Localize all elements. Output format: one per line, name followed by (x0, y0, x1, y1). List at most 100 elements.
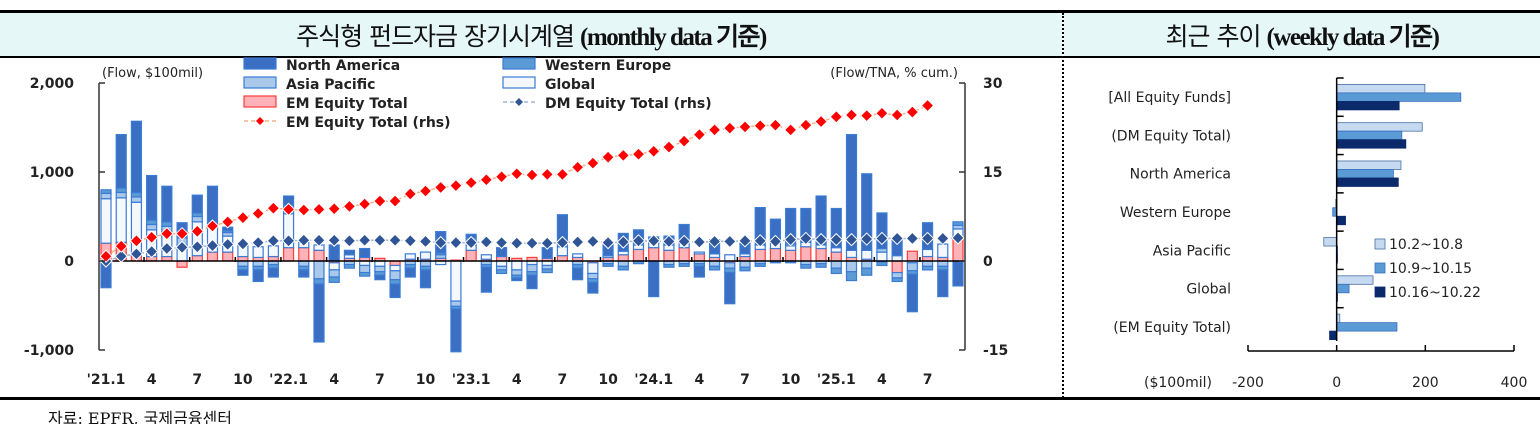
bar-western-europe (800, 263, 812, 269)
bar-western-europe (617, 265, 629, 271)
em-point (844, 108, 859, 122)
monthly-axes: 2,000 1,000 0 -1,000 30 15 0 -15 '21.1 4 7 10 '22.1 4… (24, 76, 1008, 388)
legend-label: Asia Pacific (286, 77, 375, 93)
monthly-lines (99, 98, 965, 268)
dm-point (327, 233, 341, 247)
x-tick-label: 7 (923, 372, 933, 388)
bar-global (572, 253, 584, 259)
em-point (175, 226, 189, 241)
bar-western-europe (602, 263, 614, 267)
left-tick-label: 2,000 (30, 76, 75, 92)
em-point (631, 147, 646, 161)
em-point (190, 224, 204, 239)
bar-global (404, 253, 416, 260)
legend-swatch (243, 95, 277, 108)
em-point (281, 202, 296, 217)
x-tick-label: 4 (329, 372, 339, 388)
weekly-bar (1336, 177, 1399, 187)
em-point (783, 123, 798, 137)
weekly-bar (1336, 83, 1426, 94)
legend-marker (515, 98, 523, 106)
weekly-bar (1336, 100, 1400, 111)
dm-point (494, 235, 509, 250)
right-axis-unit: (Flow/TNA, % cum.) (830, 66, 958, 81)
weekly-bar (1336, 215, 1346, 226)
dm-point (647, 234, 661, 248)
panel-divider (1062, 13, 1064, 398)
right-tick-label: 0 (983, 254, 993, 270)
em-point (266, 201, 281, 215)
x-tick-label: 200 (1412, 375, 1439, 391)
right-tick-label: 30 (983, 76, 1003, 92)
em-point (388, 194, 402, 208)
bar-western-europe (328, 276, 340, 283)
bar-north-america (374, 274, 386, 281)
em-point (449, 178, 463, 193)
x-tick-label: '24.1 (634, 372, 673, 388)
em-point (297, 203, 311, 217)
weekly-bar (1336, 122, 1423, 132)
bar-north-america (937, 269, 949, 298)
em-point (920, 98, 935, 113)
dm-point (190, 240, 204, 254)
left-tick-label: 1,000 (30, 165, 75, 181)
monthly-title-kr: 주식형 펀드자금 장기시계열 (296, 21, 575, 51)
source-note: 자료: EPFR, 국제금융센터 (48, 409, 233, 424)
legend-swatch (502, 76, 536, 89)
bar-north-america (526, 274, 538, 290)
bar-north-america (876, 212, 888, 250)
bar-global (693, 251, 705, 255)
top-rule (0, 10, 1540, 13)
dm-point (221, 237, 235, 252)
bar-north-america (511, 277, 523, 282)
legend-swatch (502, 57, 536, 70)
dm-point (814, 232, 828, 247)
category-label: (DM Equity Total) (1111, 128, 1231, 144)
bar-north-america (419, 269, 432, 289)
weekly-bar (1329, 330, 1338, 341)
weekly-bars (1323, 83, 1462, 341)
bar-north-america (906, 273, 918, 313)
weekly-bar (1323, 237, 1338, 247)
bar-western-europe (739, 266, 751, 272)
weekly-bar (1336, 139, 1407, 149)
em-point (373, 194, 387, 208)
x-tick-label: '21.1 (87, 372, 126, 388)
bar-north-america (450, 308, 462, 353)
dm-point (662, 234, 676, 249)
dm-point (875, 231, 889, 246)
legend-marker (256, 117, 264, 125)
dm-point (768, 234, 783, 249)
dm-point (570, 235, 585, 249)
em-point (494, 170, 509, 184)
legend-label: 10.2~10.8 (1389, 237, 1463, 253)
x-tick-label: 4 (147, 372, 157, 388)
x-tick-label: 10 (416, 372, 436, 388)
legend-label: 10.9~10.15 (1389, 261, 1472, 277)
em-point (403, 187, 417, 201)
weekly-bar (1336, 160, 1402, 170)
bar-north-america (693, 265, 705, 278)
x-tick-label: '25.1 (817, 372, 856, 388)
bar-north-america (267, 267, 279, 278)
bar-north-america (161, 185, 173, 223)
em-point (707, 123, 722, 137)
x-tick-label: -200 (1232, 375, 1264, 391)
legend-label: EM Equity Total (rhs) (286, 115, 451, 131)
dm-point (236, 237, 250, 251)
monthly-panel-header: 주식형 펀드자금 장기시계열 (monthly data 기준) (0, 13, 1062, 58)
legend-swatch (1374, 238, 1386, 250)
dm-point (783, 232, 798, 247)
bar-north-america (115, 134, 127, 189)
x-tick-label: 4 (512, 372, 522, 388)
legend-swatch (243, 76, 277, 89)
right-tick-label: 15 (983, 165, 1002, 181)
category-label: [All Equity Funds] (1108, 90, 1231, 106)
legend-label: 10.16~10.22 (1389, 285, 1481, 301)
dm-point (951, 231, 965, 245)
dm-point (281, 234, 296, 248)
dm-point (525, 236, 539, 250)
bar-north-america (191, 194, 203, 214)
bar-western-europe (861, 267, 873, 276)
dm-point (586, 234, 600, 249)
